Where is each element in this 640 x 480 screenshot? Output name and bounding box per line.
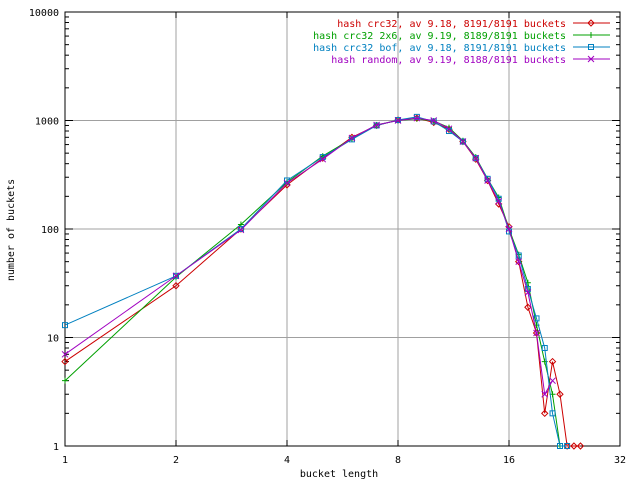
data-point — [484, 177, 491, 184]
data-point — [533, 315, 540, 322]
data-point — [549, 377, 556, 385]
data-point — [495, 197, 503, 205]
x-axis-label: bucket length — [300, 469, 378, 480]
data-point — [588, 44, 594, 50]
data-point — [524, 303, 532, 311]
data-point — [62, 322, 68, 329]
data-point — [556, 443, 563, 449]
x-tick-label: 32 — [614, 455, 626, 466]
data-point — [348, 134, 356, 142]
axes: 1 2 4 8 16 32 1 10 100 1000 10000 — [29, 8, 626, 466]
data-point — [587, 55, 595, 63]
data-point — [548, 357, 557, 366]
data-point — [62, 377, 68, 384]
legend-label: hash random, av 9.19, 8188/8191 buckets — [331, 55, 566, 66]
data-point — [564, 443, 571, 449]
data-point — [319, 155, 327, 163]
x-tick-label: 16 — [503, 455, 515, 466]
data-point — [61, 350, 69, 358]
data-point — [570, 442, 578, 450]
plot-border — [64, 11, 621, 447]
legend-label: hash crc32 2x6, av 9.19, 8189/8191 bucke… — [313, 31, 566, 42]
data-point — [472, 155, 479, 162]
y-axis-label: number of buckets — [6, 179, 17, 281]
y-tick-label: 100 — [41, 225, 59, 236]
legend: hash crc32, av 9.18, 8191/8191 bucketsha… — [313, 19, 610, 66]
data-point — [237, 226, 244, 232]
data-point — [524, 289, 532, 296]
data-point — [549, 410, 556, 417]
x-tick-label: 4 — [284, 455, 290, 466]
x-tick-label: 8 — [395, 455, 401, 466]
y-tick-label: 1000 — [35, 117, 59, 128]
data-point — [541, 390, 549, 398]
data-point — [373, 121, 380, 129]
legend-entry: hash crc32, av 9.18, 8191/8191 buckets — [337, 19, 610, 30]
series-4 — [61, 114, 556, 398]
data-point — [533, 329, 540, 337]
data-point — [430, 117, 438, 124]
data-point — [172, 272, 180, 280]
legend-label: hash crc32 bof, av 9.18, 8191/8191 bucke… — [313, 43, 566, 54]
data-point — [173, 272, 179, 279]
data-point — [445, 125, 453, 133]
y-tick-label: 10000 — [29, 8, 59, 19]
series-group — [61, 113, 585, 450]
data-point — [556, 390, 564, 398]
data-point — [413, 114, 421, 122]
legend-label: hash crc32, av 9.18, 8191/8191 buckets — [337, 19, 566, 30]
data-point — [61, 357, 69, 366]
data-point — [472, 154, 480, 162]
data-point — [413, 113, 420, 120]
data-point — [172, 282, 180, 290]
data-point — [459, 138, 466, 145]
legend-entry: hash random, av 9.19, 8188/8191 buckets — [331, 55, 610, 66]
data-point — [394, 117, 402, 124]
data-point — [587, 19, 595, 27]
data-point — [515, 258, 523, 266]
grid — [65, 12, 620, 446]
y-tick-label: 10 — [47, 334, 59, 345]
data-point — [515, 252, 522, 259]
data-point — [283, 179, 291, 187]
x-tick-label: 1 — [62, 455, 68, 466]
data-point — [541, 409, 549, 418]
legend-entry: hash crc32 2x6, av 9.19, 8189/8191 bucke… — [313, 31, 610, 42]
data-point — [373, 122, 380, 129]
data-point — [459, 138, 467, 145]
data-point — [576, 442, 585, 450]
data-point — [237, 226, 245, 234]
data-point — [541, 345, 548, 352]
data-point — [588, 32, 594, 38]
x-tick-label: 2 — [173, 455, 179, 466]
y-tick-label: 1 — [53, 442, 59, 453]
data-point — [505, 225, 513, 233]
legend-entry: hash crc32 bof, av 9.18, 8191/8191 bucke… — [313, 43, 610, 54]
